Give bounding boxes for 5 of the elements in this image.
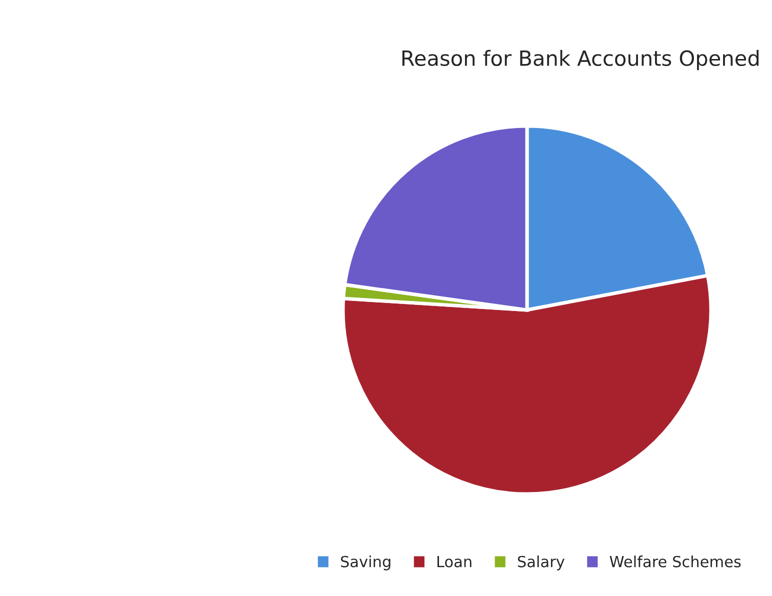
chart-title: Reason for Bank Accounts Opened bbox=[402, 50, 759, 70]
legend-label: Saving bbox=[340, 556, 390, 570]
legend-label: Salary bbox=[518, 556, 564, 570]
legend-label: Loan bbox=[437, 556, 472, 568]
legend-label: Welfare Schemes bbox=[610, 556, 741, 568]
